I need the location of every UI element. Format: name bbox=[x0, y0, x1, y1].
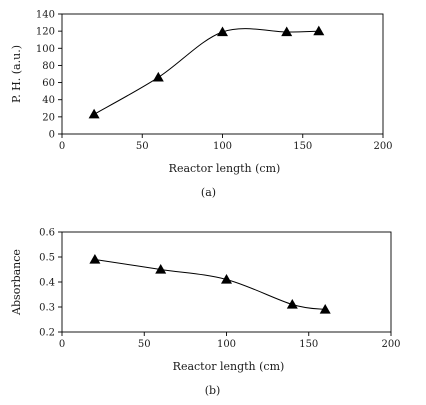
y-tick-label: 0 bbox=[49, 130, 55, 141]
y-axis-title: Absorbance bbox=[10, 249, 23, 316]
x-tick-label: 50 bbox=[138, 339, 151, 350]
y-tick-label: 100 bbox=[36, 44, 55, 55]
y-tick-label: 120 bbox=[36, 27, 55, 38]
y-tick-label: 0.6 bbox=[39, 228, 55, 239]
x-tick-label: 50 bbox=[136, 141, 149, 152]
x-tick-label: 0 bbox=[59, 141, 65, 152]
data-point-marker bbox=[221, 274, 232, 284]
y-tick-label: 0.3 bbox=[39, 303, 55, 314]
panel-caption: (b) bbox=[205, 384, 221, 397]
x-tick-label: 150 bbox=[293, 141, 312, 152]
x-tick-label: 200 bbox=[381, 339, 400, 350]
x-tick-label: 150 bbox=[299, 339, 318, 350]
data-point-marker bbox=[281, 26, 293, 37]
data-point-marker bbox=[152, 71, 164, 82]
data-point-marker bbox=[313, 25, 325, 36]
data-point-marker bbox=[286, 299, 298, 309]
y-tick-label: 60 bbox=[42, 78, 55, 89]
chart-panel-b: 0 50 100 150 200 0.2 0.3 0.4 0.5 0.6 Reactor lengt… bbox=[10, 228, 401, 398]
y-tick-label: 0.4 bbox=[39, 278, 55, 289]
data-point-marker bbox=[217, 26, 228, 37]
y-tick-label: 40 bbox=[42, 95, 55, 106]
x-tick-label: 100 bbox=[213, 141, 232, 152]
series-line bbox=[93, 28, 319, 115]
y-axis-title: P. H. (a.u.) bbox=[10, 45, 23, 103]
data-point-marker bbox=[89, 254, 101, 264]
x-tick-label: 100 bbox=[217, 339, 236, 350]
data-point-marker bbox=[88, 108, 100, 119]
chart-panel-a: 0 50 100 150 200 0 20 40 60 80 100 120 140 Reactor le… bbox=[10, 10, 393, 200]
y-tick-label: 20 bbox=[42, 112, 55, 123]
x-tick-label: 0 bbox=[59, 339, 65, 350]
y-tick-label: 80 bbox=[42, 61, 55, 72]
data-point-marker bbox=[319, 304, 331, 314]
x-tick-label: 200 bbox=[373, 141, 392, 152]
panel-caption: (a) bbox=[201, 186, 216, 199]
y-tick-label: 140 bbox=[36, 10, 55, 21]
x-axis-title: Reactor length (cm) bbox=[173, 360, 285, 373]
x-axis-title: Reactor length (cm) bbox=[169, 162, 281, 175]
y-tick-label: 0.2 bbox=[39, 328, 55, 339]
y-tick-label: 0.5 bbox=[39, 253, 55, 264]
data-point-marker bbox=[155, 264, 167, 274]
